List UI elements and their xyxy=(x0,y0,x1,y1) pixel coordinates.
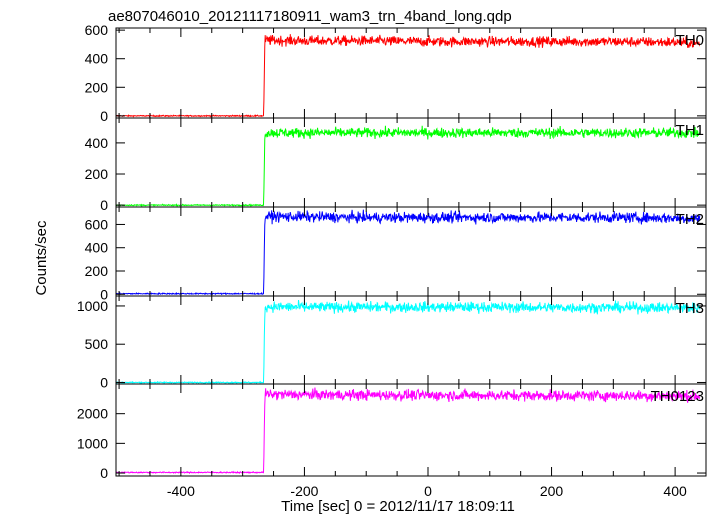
x-tick-label: 400 xyxy=(663,483,687,499)
y-tick-label: 600 xyxy=(85,216,109,232)
x-tick-label: 0 xyxy=(424,483,432,499)
y-tick-label: 2000 xyxy=(77,406,108,422)
series-line-th0 xyxy=(115,34,701,118)
y-tick-label: 200 xyxy=(85,166,109,182)
panel-label-th2: TH2 xyxy=(676,211,704,228)
series-line-th2 xyxy=(115,209,701,296)
panel-th3: 0 500 1000 TH3 xyxy=(77,295,707,390)
y-tick-label: 400 xyxy=(85,51,109,67)
panel-label-th0123: TH0123 xyxy=(651,388,704,405)
panel-label-th3: TH3 xyxy=(676,300,704,317)
x-tick-labels: -400 -200 0 200 400 xyxy=(167,483,687,499)
panel-label-th0: TH0 xyxy=(676,32,704,49)
series-line-th1 xyxy=(115,125,701,208)
panel-label-th1: TH1 xyxy=(676,122,704,139)
y-tick-label: 1000 xyxy=(77,435,108,451)
y-tick-label: 500 xyxy=(85,336,109,352)
y-tick-label: 0 xyxy=(100,108,108,124)
y-tick-label: 400 xyxy=(85,135,109,151)
y-axis-title: Counts/sec xyxy=(33,220,50,296)
y-tick-label: 0 xyxy=(100,374,108,390)
y-tick-label: 600 xyxy=(85,22,109,38)
x-tick-label: -400 xyxy=(167,483,195,499)
y-tick-label: 200 xyxy=(85,263,109,279)
panel-th1: 0 200 400 TH1 xyxy=(85,117,707,213)
panel-stack: 0 200 400 600 TH0 0 200 400 TH1 0 200 400 600 TH2 0 500… xyxy=(77,22,707,481)
chart-title: ae807046010_20121117180911_wam3_trn_4ban… xyxy=(108,8,512,25)
y-tick-label: 0 xyxy=(100,197,108,213)
x-tick-label: -200 xyxy=(290,483,318,499)
y-tick-label: 400 xyxy=(85,240,109,256)
series-line-th3 xyxy=(115,299,701,385)
panel-th0123: 0 1000 2000 TH0123 xyxy=(77,383,707,481)
panel-frame xyxy=(115,383,707,477)
panel-th0: 0 200 400 600 TH0 xyxy=(85,22,707,124)
y-tick-label: 0 xyxy=(100,286,108,302)
y-tick-label: 200 xyxy=(85,79,109,95)
x-axis-title: Time [sec] 0 = 2012/11/17 18:09:11 xyxy=(281,498,515,515)
y-tick-label: 0 xyxy=(100,465,108,481)
series-line-th0123 xyxy=(115,387,701,475)
panel-th2: 0 200 400 600 TH2 xyxy=(85,206,707,302)
y-tick-label: 1000 xyxy=(77,298,108,314)
x-tick-label: 200 xyxy=(540,483,564,499)
